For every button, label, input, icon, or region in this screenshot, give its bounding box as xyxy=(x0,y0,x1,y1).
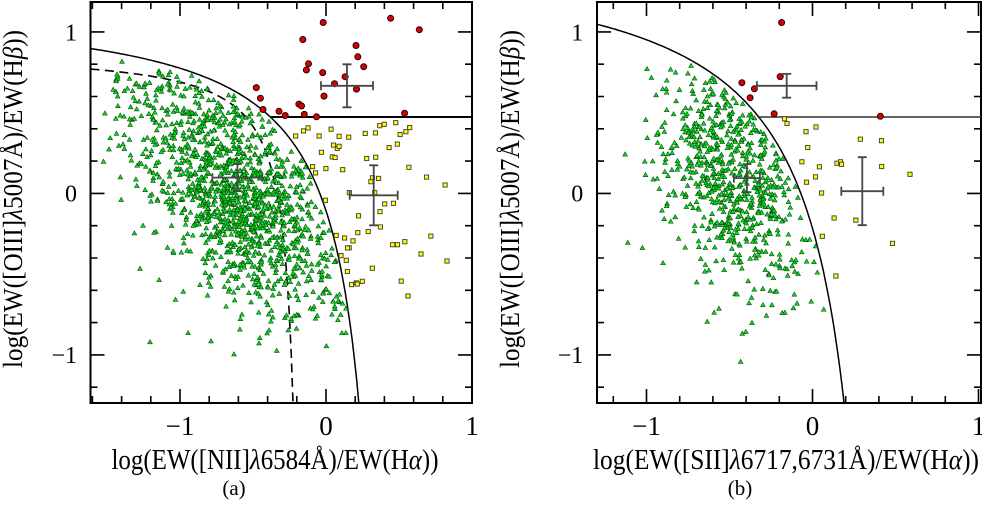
svg-text:−1: −1 xyxy=(632,411,661,441)
svg-text:(a): (a) xyxy=(222,476,245,500)
svg-text:1: 1 xyxy=(571,20,583,46)
svg-text:0: 0 xyxy=(319,411,333,441)
svg-text:0: 0 xyxy=(571,182,583,208)
svg-text:log(EW([NII]λ6584Å)/EW(Hα)): log(EW([NII]λ6584Å)/EW(Hα)) xyxy=(112,445,439,476)
svg-text:0: 0 xyxy=(65,182,77,208)
svg-text:log(EW([OIII]λ5007Å)/EW(Hβ)): log(EW([OIII]λ5007Å)/EW(Hβ)) xyxy=(495,30,525,368)
svg-text:1: 1 xyxy=(65,20,77,46)
svg-text:log(EW([OIII]λ5007Å)/EW(Hβ)): log(EW([OIII]λ5007Å)/EW(Hβ)) xyxy=(0,30,28,368)
svg-text:0: 0 xyxy=(806,411,820,441)
svg-text:−1: −1 xyxy=(166,411,195,441)
svg-text:1: 1 xyxy=(972,411,982,441)
svg-text:log(EW([SII]λ6717,6731Å)/EW(Hα: log(EW([SII]λ6717,6731Å)/EW(Hα)) xyxy=(593,445,979,476)
svg-text:1: 1 xyxy=(465,411,479,441)
svg-text:−1: −1 xyxy=(51,343,77,369)
svg-text:−1: −1 xyxy=(558,343,584,369)
svg-text:(b): (b) xyxy=(728,476,753,500)
